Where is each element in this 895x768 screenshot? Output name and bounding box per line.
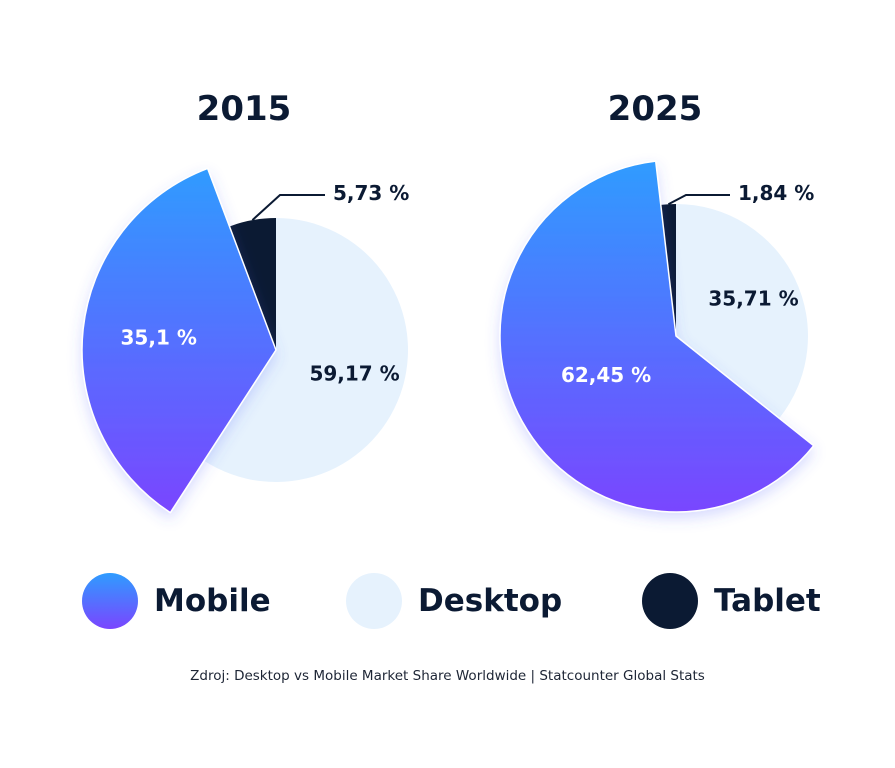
legend-swatch-mobile	[82, 573, 138, 629]
pie-slice-desktop	[204, 218, 408, 482]
callout-line-tablet-2015	[251, 194, 325, 221]
legend-swatch-desktop	[346, 573, 402, 629]
pie-slice-desktop	[676, 204, 808, 419]
data-label-tablet-2015: 5,73 %	[333, 181, 409, 205]
pie-slice-mobile	[499, 160, 815, 513]
legend-label-desktop: Desktop	[418, 583, 563, 619]
data-label-mobile-2015: 35,1 %	[121, 325, 197, 349]
data-label-mobile-2025: 62,45 %	[561, 363, 651, 387]
pie-chart-2015: 59,17 % 35,1 % 5,73 %	[81, 167, 409, 514]
legend-item-desktop: Desktop	[346, 572, 562, 630]
callout-line-tablet-2025	[667, 194, 730, 206]
legend-label-mobile: Mobile	[154, 583, 271, 619]
chart-title-2025: 2025	[608, 89, 703, 129]
legend-label-tablet: Tablet	[714, 583, 821, 619]
data-label-desktop-2025: 35,71 %	[708, 287, 798, 311]
pie-chart-2025: 35,71 % 62,45 % 1,84 %	[499, 160, 815, 513]
legend: Mobile Desktop Tablet	[0, 572, 895, 632]
data-label-desktop-2015: 59,17 %	[309, 361, 399, 385]
chart-title-2015: 2015	[197, 89, 292, 129]
legend-item-tablet: Tablet	[642, 572, 821, 630]
pie-slice-mobile	[81, 167, 277, 514]
legend-item-mobile: Mobile	[82, 572, 271, 630]
legend-swatch-tablet	[642, 573, 698, 629]
data-label-tablet-2025: 1,84 %	[738, 181, 814, 205]
source-note: Zdroj: Desktop vs Mobile Market Share Wo…	[190, 668, 705, 684]
